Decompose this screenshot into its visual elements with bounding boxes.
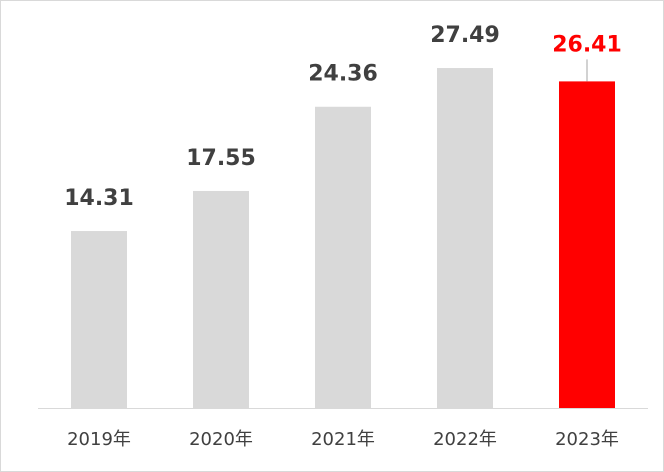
value-label: 24.36 (308, 62, 378, 87)
value-label: 14.31 (64, 186, 134, 211)
value-label: 17.55 (186, 146, 256, 171)
bar (71, 231, 127, 408)
x-tick-label: 2022年 (433, 429, 497, 450)
value-label: 27.49 (430, 23, 500, 48)
x-tick-label: 2021年 (311, 429, 375, 450)
x-tick-label: 2020年 (189, 429, 253, 450)
x-tick-label: 2019年 (67, 429, 131, 450)
bar (315, 106, 371, 409)
bar (193, 190, 249, 408)
x-tick-label: 2023年 (555, 429, 619, 450)
bar (437, 68, 493, 408)
bar (559, 81, 615, 408)
value-label: 26.41 (552, 32, 622, 57)
